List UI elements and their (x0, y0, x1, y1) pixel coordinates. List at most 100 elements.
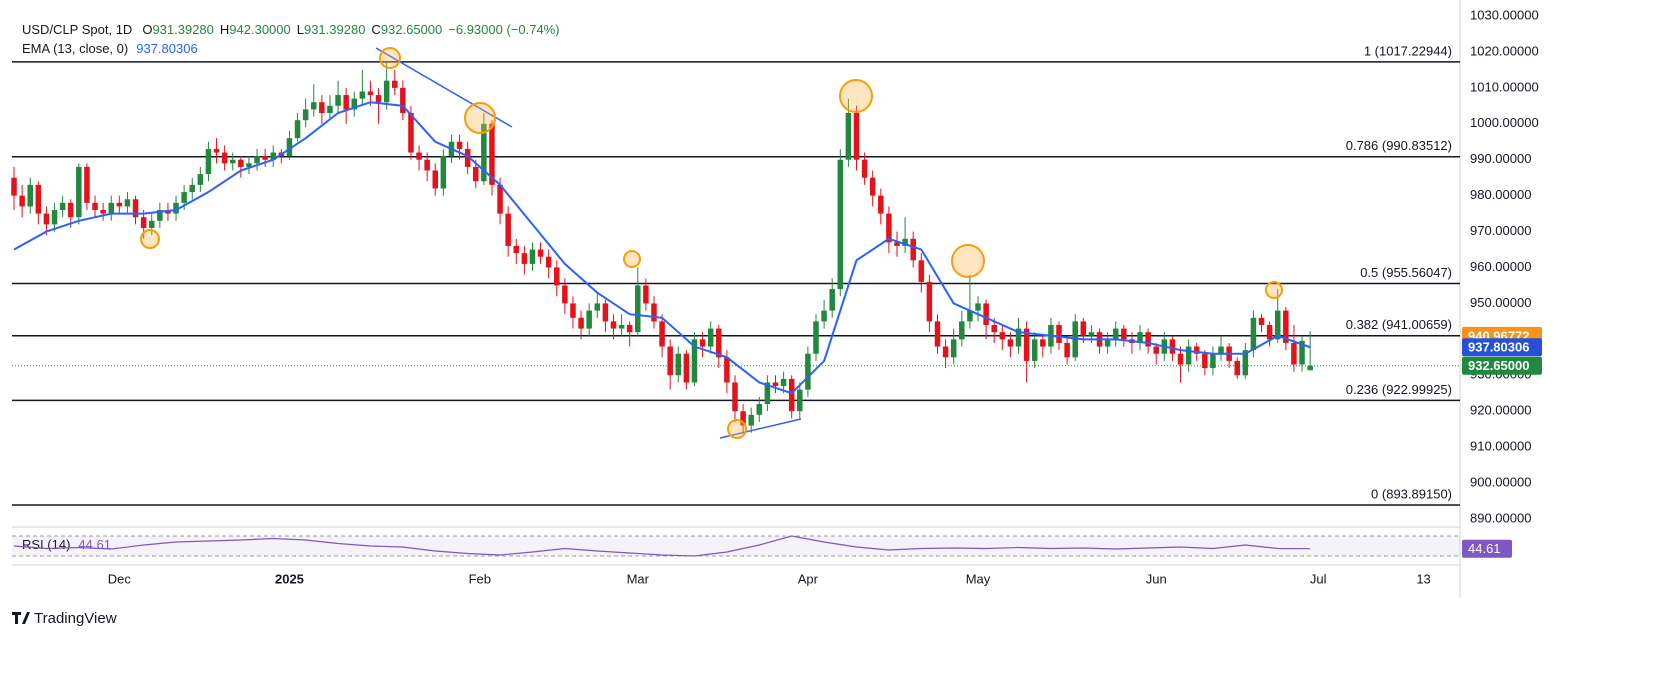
candle-body (554, 267, 560, 286)
candle-body (335, 95, 341, 106)
candle-body (367, 91, 374, 96)
candle-body (643, 285, 649, 304)
ohlc-value: 931.39280 (304, 22, 365, 37)
candle-body (756, 404, 763, 415)
candle-body (878, 195, 884, 214)
candle-body (999, 332, 1006, 340)
candle-body (1007, 339, 1014, 347)
highlight-circle (839, 79, 873, 113)
candle-body (772, 382, 779, 387)
candle-body (246, 163, 252, 167)
candle-body (910, 238, 916, 261)
candle-body (975, 303, 981, 311)
candle-body (1299, 340, 1305, 365)
y-tick-label: 1020.00000 (1470, 43, 1539, 58)
x-tick-label: 2025 (275, 571, 304, 586)
candle-body (43, 213, 50, 225)
candle-body (740, 411, 746, 426)
candle-body (1291, 342, 1297, 365)
candle-body (1266, 324, 1273, 340)
candle-body (1307, 365, 1313, 371)
x-tick-label: Dec (108, 571, 132, 586)
highlight-circle (464, 102, 496, 134)
candle-body (157, 210, 163, 221)
highlight-circle (379, 47, 401, 69)
candle-body (683, 353, 690, 383)
candle-body (408, 113, 414, 153)
candle-body (464, 148, 471, 167)
candle-body (1193, 346, 1200, 354)
y-tick-label: 1000.00000 (1470, 115, 1539, 130)
candle-body (1015, 328, 1022, 347)
fib-label: 0.5 (955.56047) (1360, 265, 1452, 280)
fib-label: 0.786 (990.83512) (1346, 138, 1452, 153)
candle-body (310, 102, 317, 110)
candle-body (537, 249, 544, 257)
candle-body (1169, 339, 1176, 354)
candle-body (967, 310, 973, 322)
price-badge-label: 937.80306 (1468, 340, 1529, 355)
candle-body (578, 317, 584, 329)
candle-body (618, 324, 625, 329)
candle-body (383, 80, 390, 103)
candle-body (845, 113, 852, 160)
y-tick-label: 990.00000 (1470, 151, 1531, 166)
candle-body (302, 109, 309, 121)
candle-body (424, 159, 430, 171)
candle-body (92, 202, 98, 211)
candle-body (116, 202, 123, 207)
y-tick-label: 890.00000 (1470, 510, 1531, 525)
candle-body (67, 202, 74, 218)
candle-body (35, 184, 42, 214)
ohlc-value: 931.39280 (152, 22, 213, 37)
candle-body (861, 159, 868, 178)
symbol-title: USD/CLP Spot, 1D (22, 22, 132, 37)
x-tick-label: Mar (627, 571, 650, 586)
candle-body (659, 321, 665, 347)
candle-body (691, 339, 698, 383)
y-tick-label: 970.00000 (1470, 223, 1531, 238)
candle-body (651, 303, 657, 322)
candle-body (805, 353, 811, 390)
fib-label: 0.236 (922.99925) (1346, 382, 1452, 397)
highlight-circle (951, 244, 985, 278)
candle-body (351, 98, 358, 110)
ema-name: EMA (13, close, 0) (22, 41, 128, 56)
fib-label: 1 (1017.22944) (1364, 43, 1452, 58)
candle-body (602, 303, 609, 322)
candle-body (1031, 339, 1038, 361)
candle-body (294, 120, 301, 139)
candle-body (238, 159, 244, 167)
candle-body (594, 303, 601, 311)
candle-body (1112, 328, 1119, 340)
candle-body (1040, 339, 1046, 347)
candle-body (724, 357, 730, 383)
candle-body (84, 166, 90, 203)
candle-body (853, 113, 860, 160)
candle-body (959, 321, 965, 340)
x-tick-label: Jul (1310, 571, 1327, 586)
candle-body (950, 339, 957, 358)
rsi-badge (1462, 539, 1512, 558)
rsi-line (13, 535, 1311, 557)
candle-body (124, 199, 131, 207)
highlight-circle (727, 419, 747, 439)
y-tick-label: 960.00000 (1470, 259, 1531, 274)
x-tick-label: 13 (1416, 571, 1430, 586)
candle-body (635, 285, 641, 333)
candle-body (148, 220, 155, 228)
candle-body (626, 324, 633, 333)
candle-body (732, 382, 738, 412)
candle-body (1080, 321, 1087, 336)
candle-body (197, 174, 204, 185)
candle-body (610, 321, 617, 329)
candle-body (837, 159, 844, 290)
candle-body (667, 346, 673, 376)
ohlc-key: L (297, 22, 304, 37)
candle-body (821, 310, 827, 322)
candle-body (886, 213, 892, 243)
change: −6.93000 (−0.74%) (448, 22, 559, 37)
y-tick-label: 950.00000 (1470, 295, 1531, 310)
